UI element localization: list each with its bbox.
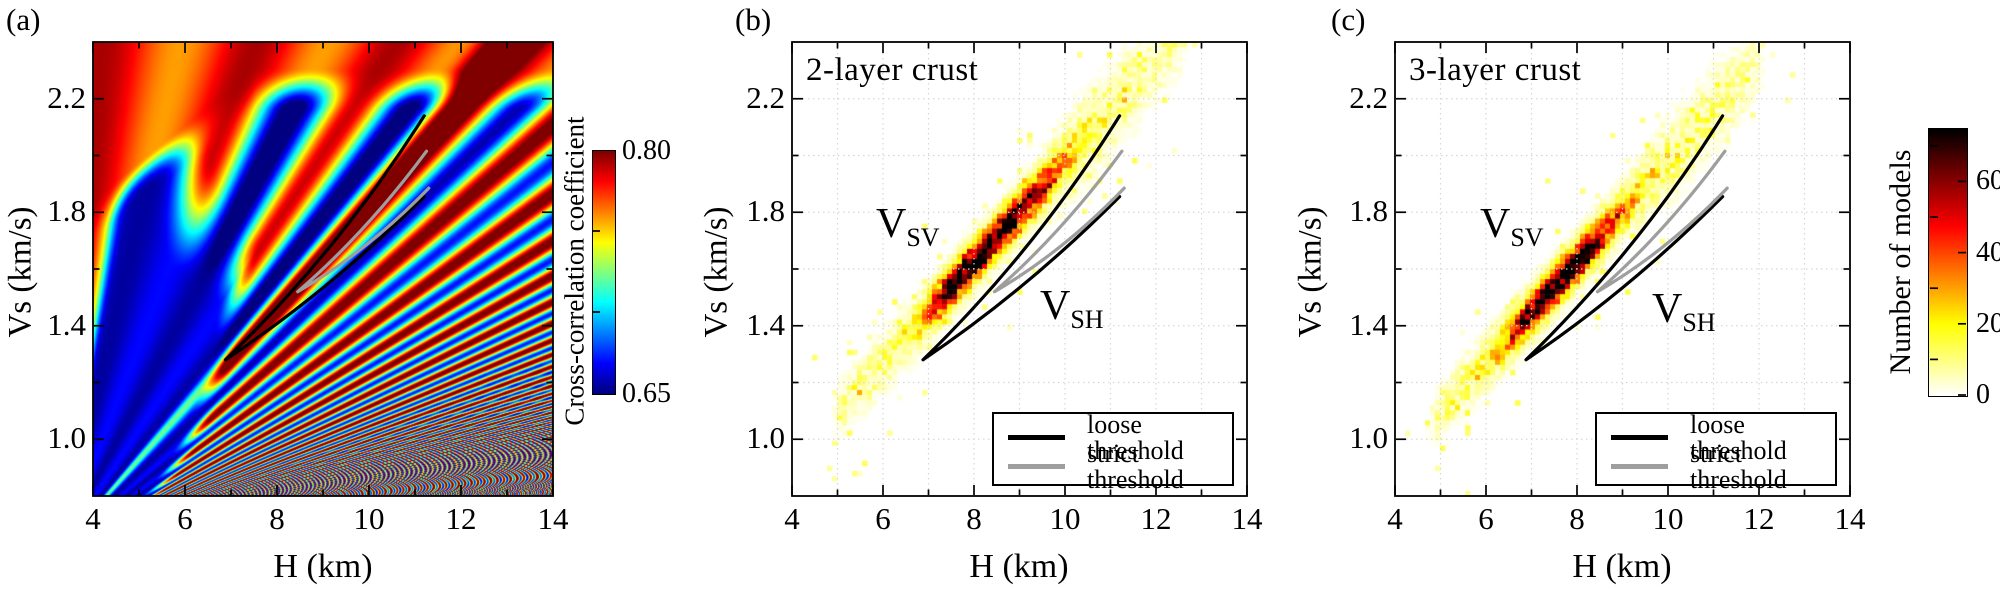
x-tick-label: 14 xyxy=(1834,501,1866,536)
x-axis-label-a: H (km) xyxy=(273,548,373,585)
colorbar-cc-title: Cross-correlation coefficient xyxy=(559,116,590,426)
x-tick-label: 12 xyxy=(1743,501,1775,536)
y-tick-label: 1.0 xyxy=(47,420,86,456)
panel-letter-c: (c) xyxy=(1331,2,1366,37)
y-tick-label: 2.2 xyxy=(1349,79,1388,115)
annotation-vsv-c: VSV xyxy=(1480,200,1544,253)
annotation-vsh-b: VSH xyxy=(1040,282,1104,335)
x-tick-label: 4 xyxy=(784,501,800,536)
panel-letter-b: (b) xyxy=(735,2,772,37)
x-tick-label: 6 xyxy=(1478,501,1494,536)
legend-entry-strict: strict threshold xyxy=(1597,440,1835,492)
x-tick-label: 6 xyxy=(177,501,193,536)
panel-title-2-layer: 2-layer crust xyxy=(806,52,979,88)
legend-entry-loose: loose threshold xyxy=(1597,411,1835,463)
legend-entry-strict: strict threshold xyxy=(994,440,1232,492)
x-tick-label: 10 xyxy=(353,501,385,536)
legend-entry-label: loose threshold xyxy=(1690,409,1787,465)
x-tick-label: 10 xyxy=(1049,501,1081,536)
x-tick-label: 4 xyxy=(85,501,101,536)
x-tick-label: 8 xyxy=(269,501,285,536)
vsh-sub: SH xyxy=(1682,308,1716,338)
colorbar-cc-max-label: 0.80 xyxy=(622,135,671,166)
vsv-main: V xyxy=(876,201,907,247)
x-tick-label: 12 xyxy=(445,501,477,536)
x-axis-label-c: H (km) xyxy=(1572,548,1672,585)
heatmap-canvas-a xyxy=(93,42,553,496)
x-tick-label: 8 xyxy=(1569,501,1585,536)
x-tick-label: 10 xyxy=(1652,501,1684,536)
panel-letter-a: (a) xyxy=(6,2,41,37)
legend-line-swatch xyxy=(1008,435,1065,440)
legend-c: loose threshold strict threshold xyxy=(1595,411,1837,492)
y-tick-label: 1.8 xyxy=(746,193,785,229)
colorbar-models-title: Number of models xyxy=(1884,149,1917,375)
vsh-main: V xyxy=(1040,283,1071,329)
y-tick-label: 1.0 xyxy=(1349,420,1388,456)
colorbar-tick-label: 0 xyxy=(1976,379,1990,410)
y-tick-label: 1.4 xyxy=(746,306,785,342)
legend-entry-loose: loose threshold xyxy=(994,411,1232,463)
x-tick-label: 4 xyxy=(1387,501,1403,536)
y-tick-label: 1.4 xyxy=(47,306,86,342)
legend-entry-label: loose threshold xyxy=(1087,409,1184,465)
panel-title-3-layer: 3-layer crust xyxy=(1409,52,1582,88)
annotation-vsv-b: VSV xyxy=(876,200,940,253)
y-tick-label: 1.4 xyxy=(1349,306,1388,342)
x-tick-label: 14 xyxy=(537,501,569,536)
colorbar-tick-label: 60 xyxy=(1976,165,2000,197)
x-tick-label: 6 xyxy=(875,501,891,536)
colorbar-cross-correlation xyxy=(592,150,616,395)
colorbar-cc-min-label: 0.65 xyxy=(622,378,671,409)
vsh-main: V xyxy=(1652,286,1683,332)
legend-entry-label: strict threshold xyxy=(1087,438,1184,494)
x-tick-label: 12 xyxy=(1140,501,1172,536)
y-tick-label: 1.8 xyxy=(1349,193,1388,229)
vsv-main: V xyxy=(1480,201,1511,247)
colorbar-tick-label: 40 xyxy=(1976,236,2000,268)
legend-line-swatch xyxy=(1008,464,1065,469)
legend-b: loose threshold strict threshold xyxy=(992,411,1234,492)
vsh-sub: SH xyxy=(1070,305,1104,335)
y-tick-label: 1.8 xyxy=(47,193,86,229)
vsv-sub: SV xyxy=(906,223,940,253)
x-tick-label: 14 xyxy=(1231,501,1263,536)
vsv-sub: SV xyxy=(1510,223,1544,253)
y-tick-label: 2.2 xyxy=(47,79,86,115)
legend-line-swatch xyxy=(1611,464,1668,469)
legend-entry-label: strict threshold xyxy=(1690,438,1787,494)
legend-line-swatch xyxy=(1611,435,1668,440)
colorbar-tick-label: 20 xyxy=(1976,307,2000,339)
colorbar-number-of-models xyxy=(1928,128,1968,397)
y-tick-label: 2.2 xyxy=(746,79,785,115)
x-tick-label: 8 xyxy=(966,501,982,536)
annotation-vsh-c: VSH xyxy=(1652,285,1716,338)
y-tick-label: 1.0 xyxy=(746,420,785,456)
x-axis-label-b: H (km) xyxy=(969,548,1069,585)
